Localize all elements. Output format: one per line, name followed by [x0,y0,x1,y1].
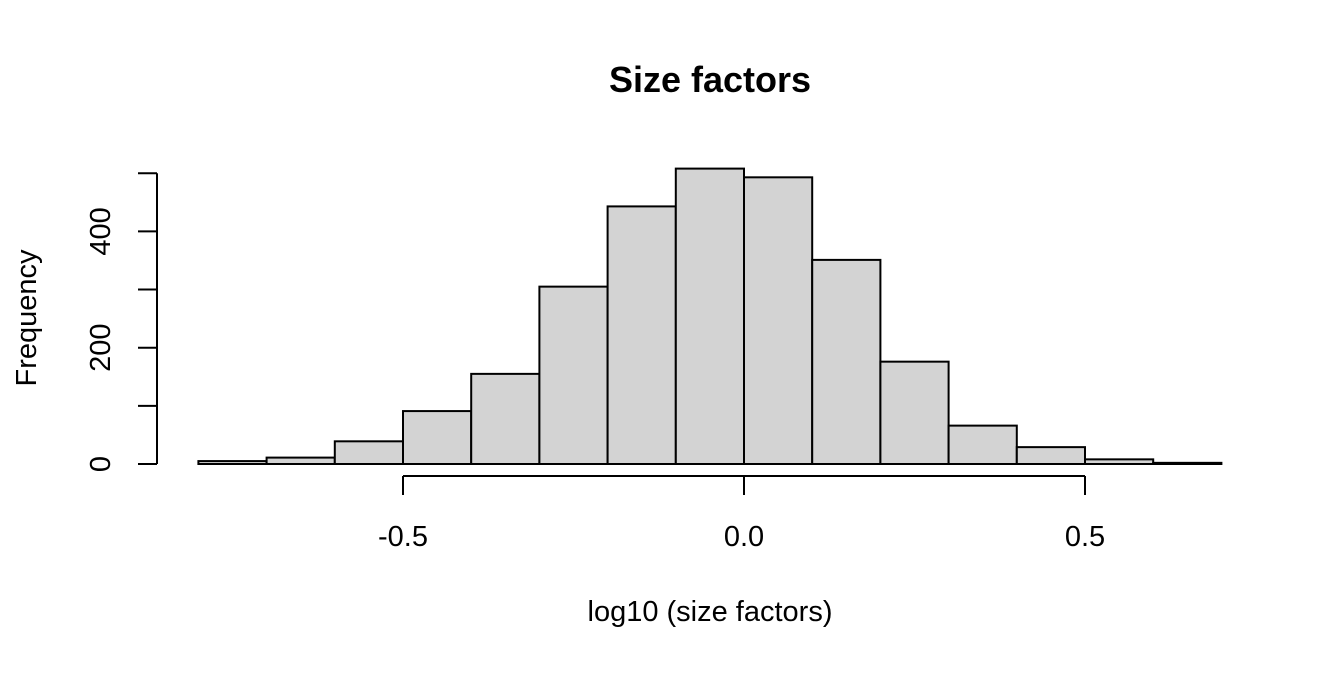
y-tick-label: 400 [85,207,117,255]
histogram-bar [947,424,1018,465]
x-tick-label: 0.0 [724,521,764,553]
y-axis: 0 200 400 [85,172,158,472]
histogram-bar [879,360,950,465]
x-tick-label: -0.5 [378,521,428,553]
histogram-bar [333,440,404,466]
histogram-bar [811,258,882,466]
x-axis: -0.5 0.0 0.5 [378,475,1105,553]
x-tick-label: 0.5 [1065,521,1105,553]
histogram-bar [606,205,677,465]
histogram-bar [470,372,541,465]
histogram-bar [1152,461,1223,465]
y-axis-label: Frequency [11,249,43,387]
histogram-bar [674,167,745,465]
histogram-bar [265,456,336,466]
histogram-bar [743,176,814,465]
histogram-bar [538,285,609,466]
histogram-bar [197,460,268,465]
chart-title: Size factors [609,59,811,100]
y-tick-label: 0 [85,456,117,472]
histogram-bar [402,410,473,465]
histogram-bar [1015,446,1086,466]
bars-layer [197,167,1223,466]
y-tick-label: 200 [85,324,117,372]
x-axis-label: log10 (size factors) [588,596,833,628]
histogram-bar [1084,458,1155,466]
